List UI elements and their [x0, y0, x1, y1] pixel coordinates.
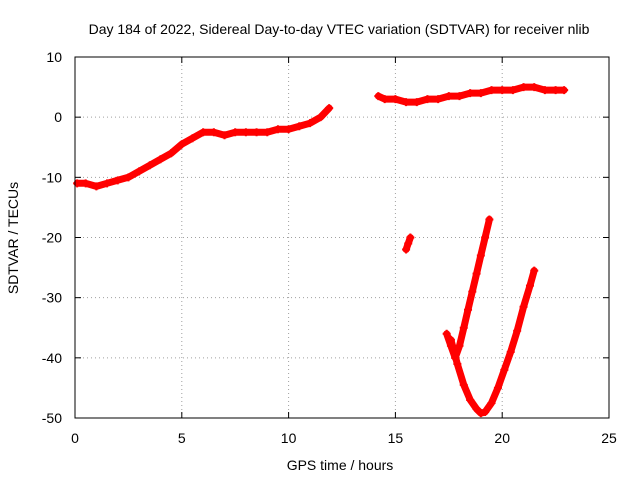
data-point	[498, 86, 507, 95]
series-3	[402, 233, 415, 254]
data-point	[402, 98, 411, 107]
data-point	[466, 89, 475, 98]
x-tick-label: 20	[494, 430, 510, 446]
data-point	[391, 95, 400, 104]
data-point	[444, 92, 453, 101]
series-line	[73, 104, 333, 190]
data-point	[519, 83, 528, 92]
data-point	[423, 95, 432, 104]
data-point	[476, 251, 485, 260]
data-point	[135, 167, 144, 176]
data-point	[485, 215, 494, 224]
y-tick-label: -20	[42, 230, 62, 246]
data-point	[476, 89, 485, 98]
data-point	[231, 128, 240, 137]
data-point	[188, 134, 197, 143]
x-tick-label: 10	[281, 430, 297, 446]
data-point	[472, 404, 481, 413]
data-point	[374, 92, 383, 101]
data-point	[305, 119, 314, 128]
data-point	[476, 409, 485, 418]
chart-title: Day 184 of 2022, Sidereal Day-to-day VTE…	[89, 21, 590, 37]
data-point	[540, 86, 549, 95]
data-point	[145, 161, 154, 170]
y-tick-label: -30	[42, 290, 62, 306]
plot-frame	[74, 56, 610, 419]
data-point	[380, 95, 389, 104]
data-point	[455, 92, 464, 101]
data-point	[508, 86, 517, 95]
y-tick-label: -50	[42, 410, 62, 426]
data-point	[73, 179, 82, 188]
data-point	[468, 287, 477, 296]
data-point	[466, 395, 475, 404]
data-point	[500, 365, 509, 374]
y-tick-label: 0	[54, 109, 62, 125]
data-point	[325, 104, 334, 113]
x-tick-label: 5	[178, 430, 186, 446]
y-tick-label: -10	[42, 169, 62, 185]
data-point	[459, 380, 468, 389]
data-point	[464, 305, 473, 314]
y-tick-label: 10	[46, 49, 62, 65]
data-point	[472, 269, 481, 278]
data-point	[493, 383, 502, 392]
data-point	[209, 128, 218, 137]
data-point	[404, 239, 413, 248]
data-point	[167, 149, 176, 158]
data-point	[434, 95, 443, 104]
data-point	[284, 125, 293, 134]
data-point	[412, 98, 421, 107]
data-point	[525, 281, 534, 290]
data-point	[487, 398, 496, 407]
series-2	[374, 83, 569, 107]
series-1	[73, 104, 334, 191]
data-point	[446, 335, 455, 344]
data-point	[316, 113, 325, 122]
y-axis-label: SDTVAR / TECUs	[5, 182, 21, 294]
data-series	[73, 83, 569, 418]
data-point	[241, 128, 250, 137]
data-point	[81, 179, 90, 188]
data-point	[560, 86, 569, 95]
x-tick-label: 25	[601, 430, 617, 446]
data-point	[506, 347, 515, 356]
data-point	[263, 128, 272, 137]
data-point	[199, 128, 208, 137]
x-axis-label: GPS time / hours	[287, 457, 394, 473]
x-tick-label: 0	[71, 430, 79, 446]
x-tick-label: 15	[388, 430, 404, 446]
series-5	[446, 266, 539, 418]
data-point	[442, 329, 451, 338]
data-point	[519, 302, 528, 311]
grid	[75, 57, 609, 418]
data-point	[124, 173, 133, 182]
data-point	[220, 131, 229, 140]
data-point	[156, 155, 165, 164]
data-point	[481, 407, 490, 416]
data-point	[459, 323, 468, 332]
data-point	[455, 341, 464, 350]
y-tick-label: -40	[42, 350, 62, 366]
series-line	[443, 215, 493, 362]
data-point	[530, 83, 539, 92]
data-point	[513, 326, 522, 335]
data-point	[481, 233, 490, 242]
data-point	[551, 86, 560, 95]
data-point	[273, 125, 282, 134]
data-point	[113, 176, 122, 185]
data-point	[530, 266, 539, 275]
data-point	[252, 128, 261, 137]
data-point	[453, 359, 462, 368]
data-point	[487, 86, 496, 95]
data-point	[402, 245, 411, 254]
data-point	[103, 179, 112, 188]
data-point	[177, 140, 186, 149]
data-point	[92, 182, 101, 191]
data-point	[295, 122, 304, 131]
tick-labels: 0 5 10 15 20 25 -50 -40 -30 -20 -10 0 10	[42, 49, 617, 446]
data-point	[406, 233, 415, 242]
